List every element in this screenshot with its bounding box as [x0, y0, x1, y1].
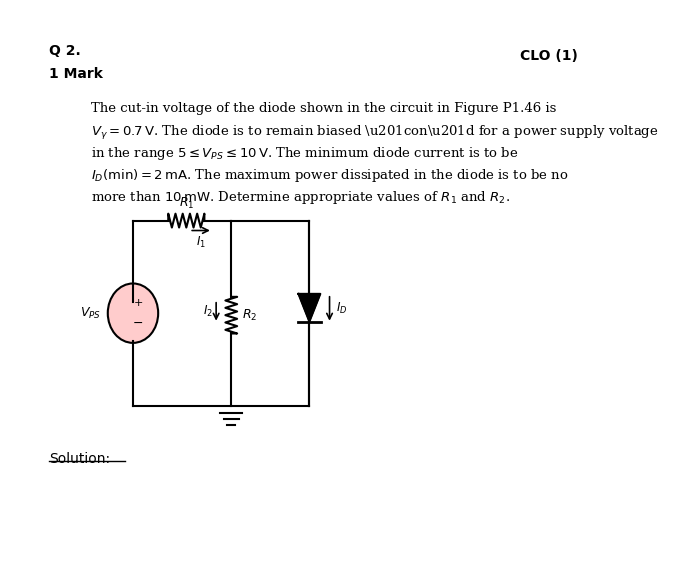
Text: Solution:: Solution:	[49, 452, 110, 466]
Text: $I_D(\mathrm{min}) = 2\,\mathrm{mA}$. The maximum power dissipated in the diode : $I_D(\mathrm{min}) = 2\,\mathrm{mA}$. Th…	[91, 167, 568, 184]
Text: CLO (1): CLO (1)	[520, 49, 578, 64]
Text: $R_1$: $R_1$	[179, 196, 195, 211]
Text: $R_2$: $R_2$	[242, 308, 258, 323]
Polygon shape	[298, 294, 321, 321]
Text: $I_D$: $I_D$	[336, 301, 348, 316]
Text: $I_1$: $I_1$	[196, 234, 206, 250]
Text: 1 Mark: 1 Mark	[49, 67, 103, 81]
Text: $V_{PS}$: $V_{PS}$	[80, 306, 101, 321]
Circle shape	[108, 283, 158, 343]
Text: −: −	[133, 316, 144, 329]
Text: The cut-in voltage of the diode shown in the circuit in Figure P1.46 is: The cut-in voltage of the diode shown in…	[91, 102, 556, 115]
Text: more than $10\,\mathrm{mW}$. Determine appropriate values of $R_1$ and $R_2$.: more than $10\,\mathrm{mW}$. Determine a…	[91, 189, 510, 206]
Text: $I_2$: $I_2$	[203, 304, 213, 319]
Text: in the range $5 \leq V_{PS} \leq 10\,\mathrm{V}$. The minimum diode current is t: in the range $5 \leq V_{PS} \leq 10\,\ma…	[91, 146, 519, 162]
Text: +: +	[133, 298, 143, 309]
Text: $V_\gamma = 0.7\,\mathrm{V}$. The diode is to remain biased \u201con\u201d for a: $V_\gamma = 0.7\,\mathrm{V}$. The diode …	[91, 124, 659, 142]
Text: Q 2.: Q 2.	[49, 44, 80, 58]
